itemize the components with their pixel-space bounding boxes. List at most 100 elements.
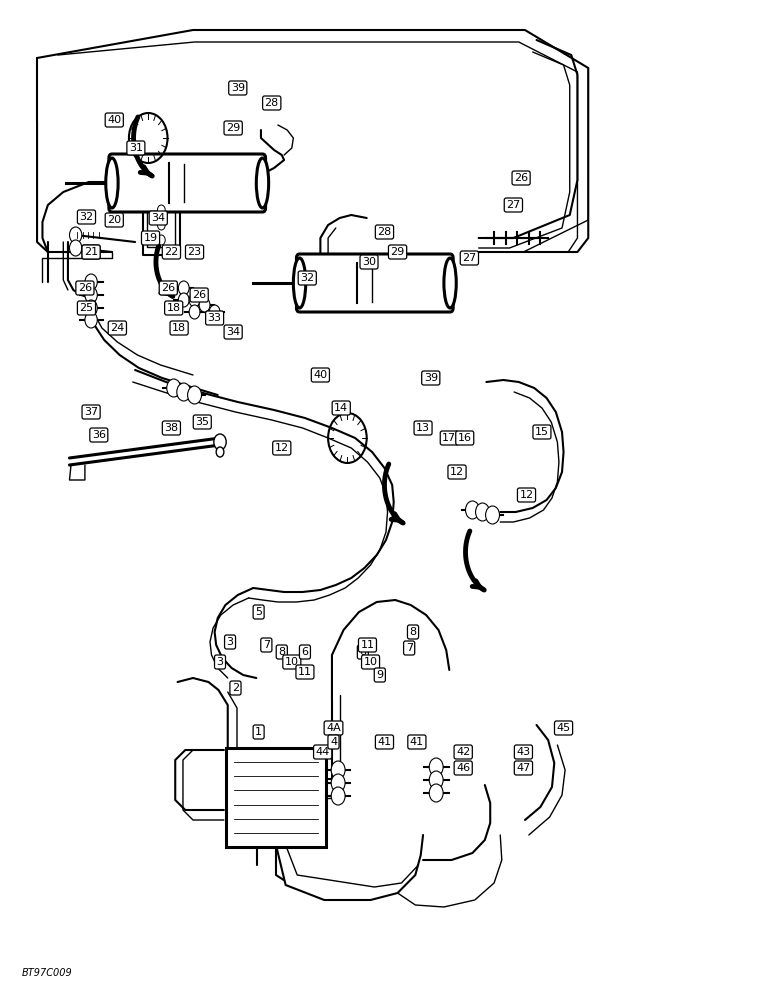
Circle shape (429, 784, 443, 802)
Text: 39: 39 (424, 373, 438, 383)
Circle shape (69, 227, 82, 243)
Circle shape (85, 274, 97, 290)
Text: 28: 28 (378, 227, 391, 237)
Text: 6: 6 (301, 647, 309, 657)
Text: 40: 40 (313, 370, 327, 380)
Text: 3: 3 (216, 657, 224, 667)
Text: 5: 5 (255, 607, 262, 617)
Text: 7: 7 (262, 640, 270, 650)
Text: 36: 36 (92, 430, 106, 440)
Text: 15: 15 (535, 427, 549, 437)
Text: 26: 26 (514, 173, 528, 183)
Text: BT97C009: BT97C009 (22, 968, 73, 978)
Text: 38: 38 (164, 423, 178, 433)
Text: 11: 11 (298, 667, 312, 677)
Text: 7: 7 (405, 643, 413, 653)
Text: 42: 42 (456, 747, 470, 757)
Text: 16: 16 (458, 433, 472, 443)
Circle shape (429, 758, 443, 776)
Text: 40: 40 (107, 115, 121, 125)
Text: 46: 46 (456, 763, 470, 773)
Ellipse shape (106, 158, 118, 208)
Text: 33: 33 (84, 247, 98, 257)
Text: 23: 23 (188, 247, 201, 257)
Text: 39: 39 (231, 83, 245, 93)
Circle shape (331, 774, 345, 792)
FancyBboxPatch shape (296, 254, 453, 312)
Text: 35: 35 (195, 417, 209, 427)
Text: 9: 9 (376, 670, 384, 680)
Text: 37: 37 (84, 407, 98, 417)
Text: 8: 8 (409, 627, 417, 637)
Text: 47: 47 (516, 763, 530, 773)
Text: 10: 10 (364, 657, 378, 667)
Circle shape (69, 240, 82, 256)
Circle shape (85, 300, 97, 316)
Text: 45: 45 (557, 723, 571, 733)
Circle shape (466, 501, 479, 519)
Circle shape (167, 379, 181, 397)
Circle shape (214, 434, 226, 450)
Circle shape (216, 447, 224, 457)
Text: 24: 24 (110, 323, 124, 333)
Circle shape (85, 287, 97, 303)
Circle shape (199, 298, 210, 312)
Text: 12: 12 (275, 443, 289, 453)
Text: 22: 22 (164, 247, 178, 257)
Text: 20: 20 (107, 215, 121, 225)
Text: 3: 3 (226, 637, 234, 647)
Text: 28: 28 (265, 98, 279, 108)
Text: 12: 12 (450, 467, 464, 477)
Text: 32: 32 (300, 273, 314, 283)
Circle shape (157, 235, 165, 245)
Text: 41: 41 (378, 737, 391, 747)
Text: 31: 31 (129, 143, 143, 153)
Text: 34: 34 (151, 213, 165, 223)
Text: 30: 30 (362, 257, 376, 267)
Circle shape (331, 787, 345, 805)
Circle shape (429, 771, 443, 789)
Text: 43: 43 (516, 747, 530, 757)
Circle shape (486, 506, 499, 524)
Text: 26: 26 (78, 283, 92, 293)
Text: 29: 29 (226, 123, 240, 133)
Text: 4A: 4A (326, 723, 341, 733)
Text: 27: 27 (506, 200, 520, 210)
Text: 8: 8 (278, 647, 286, 657)
Circle shape (157, 220, 165, 230)
Text: 11: 11 (361, 640, 374, 650)
Circle shape (85, 312, 97, 328)
Circle shape (476, 503, 489, 521)
Text: 34: 34 (226, 327, 240, 337)
Text: 41: 41 (410, 737, 424, 747)
Circle shape (178, 293, 189, 307)
Text: 27: 27 (462, 253, 476, 263)
Text: 13: 13 (416, 423, 430, 433)
Circle shape (209, 305, 220, 319)
Text: 12: 12 (520, 490, 533, 500)
Text: 4: 4 (330, 737, 337, 747)
Text: 26: 26 (161, 283, 175, 293)
Circle shape (189, 293, 200, 307)
FancyArrowPatch shape (73, 445, 217, 465)
Text: 19: 19 (144, 233, 157, 243)
Circle shape (331, 761, 345, 779)
Ellipse shape (293, 258, 306, 308)
Text: 21: 21 (84, 247, 98, 257)
Circle shape (188, 386, 201, 404)
Circle shape (157, 205, 165, 215)
FancyBboxPatch shape (109, 154, 266, 212)
Text: 25: 25 (80, 303, 93, 313)
Text: 2: 2 (232, 683, 239, 693)
Ellipse shape (444, 258, 456, 308)
FancyBboxPatch shape (226, 748, 326, 847)
Circle shape (178, 281, 189, 295)
Circle shape (177, 383, 191, 401)
Text: 14: 14 (334, 403, 348, 413)
Circle shape (189, 305, 200, 319)
Text: 18: 18 (172, 323, 186, 333)
Text: 26: 26 (192, 290, 206, 300)
Text: 18: 18 (167, 303, 181, 313)
Text: 33: 33 (208, 313, 222, 323)
Ellipse shape (256, 158, 269, 208)
